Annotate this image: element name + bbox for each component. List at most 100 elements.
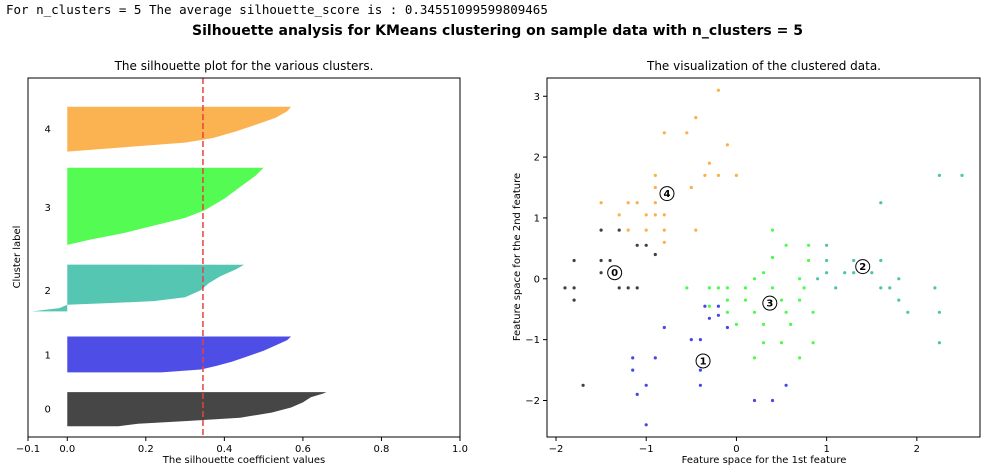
scatter-point-cluster-1 bbox=[644, 423, 648, 427]
scatter-point-cluster-4 bbox=[716, 88, 721, 92]
scatter-point-cluster-0 bbox=[572, 258, 576, 263]
scatter-x-tick-label: −1 bbox=[639, 444, 654, 455]
cluster-center-marker-1 bbox=[695, 353, 711, 369]
scatter-point-cluster-2 bbox=[843, 271, 847, 275]
silhouette-cluster-fills bbox=[31, 106, 327, 427]
cluster-center-label-0: 0 bbox=[611, 268, 618, 279]
silhouette-x-tick-label: 0.4 bbox=[216, 444, 232, 455]
scatter-point-cluster-3 bbox=[707, 286, 712, 290]
scatter-y-tick-label: 3 bbox=[534, 92, 540, 103]
silhouette-x-tick-label: 0.2 bbox=[138, 444, 154, 455]
silhouette-plot-title: The silhouette plot for the various clus… bbox=[114, 59, 374, 73]
scatter-point-cluster-4 bbox=[685, 131, 689, 135]
scatter-point-cluster-0 bbox=[608, 258, 612, 263]
silhouette-cluster-label-1: 1 bbox=[44, 350, 50, 361]
silhouette-x-tick-label: 0.8 bbox=[374, 444, 390, 455]
silhouette-cluster-label-4: 4 bbox=[44, 124, 50, 135]
scatter-point-cluster-4 bbox=[716, 173, 721, 177]
scatter-point-cluster-1 bbox=[725, 325, 730, 330]
scatter-point-cluster-3 bbox=[716, 286, 721, 290]
scatter-point-cluster-2 bbox=[834, 286, 838, 290]
cluster-center-marker-2 bbox=[855, 259, 871, 275]
scatter-point-cluster-4 bbox=[653, 213, 657, 217]
silhouette-fill-cluster-3 bbox=[67, 167, 264, 245]
scatter-point-cluster-2 bbox=[897, 298, 901, 302]
scatter-point-cluster-0 bbox=[581, 383, 585, 387]
scatter-point-cluster-4 bbox=[653, 173, 657, 177]
scatter-point-cluster-3 bbox=[752, 277, 757, 281]
scatter-point-cluster-2 bbox=[852, 271, 856, 275]
scatter-y-tick-label: 1 bbox=[534, 213, 540, 224]
scatter-point-cluster-0 bbox=[599, 258, 603, 263]
scatter-point-cluster-3 bbox=[752, 356, 757, 360]
silhouette-cluster-label-2: 2 bbox=[44, 286, 50, 297]
scatter-x-tick-label: 0 bbox=[733, 444, 739, 455]
scatter-point-cluster-3 bbox=[770, 255, 775, 260]
scatter-axes-frame bbox=[546, 77, 981, 438]
scatter-point-cluster-2 bbox=[870, 271, 874, 275]
scatter-point-cluster-3 bbox=[725, 298, 730, 302]
cluster-center-marker-3 bbox=[762, 295, 778, 311]
silhouette-fill-cluster-2 bbox=[31, 264, 245, 312]
scatter-point-cluster-4 bbox=[707, 161, 712, 165]
scatter-point-cluster-4 bbox=[662, 228, 666, 232]
scatter-point-cluster-3 bbox=[707, 304, 712, 308]
scatter-point-cluster-3 bbox=[789, 322, 793, 326]
scatter-point-cluster-2 bbox=[825, 243, 829, 247]
scatter-point-cluster-3 bbox=[798, 298, 802, 302]
console-output-line: For n_clusters = 5 The average silhouett… bbox=[6, 2, 548, 17]
scatter-point-cluster-3 bbox=[743, 298, 748, 302]
scatter-point-cluster-3 bbox=[798, 356, 802, 360]
scatter-point-cluster-4 bbox=[725, 143, 730, 147]
scatter-point-cluster-4 bbox=[662, 131, 666, 135]
scatter-point-cluster-2 bbox=[960, 173, 964, 177]
silhouette-fill-cluster-4 bbox=[67, 106, 292, 152]
silhouette-x-tick-label: −0.1 bbox=[16, 444, 40, 455]
cluster-center-marker-4 bbox=[659, 186, 675, 202]
scatter-point-cluster-4 bbox=[689, 185, 693, 190]
scatter-point-cluster-4 bbox=[644, 228, 648, 232]
scatter-point-cluster-4 bbox=[626, 201, 630, 205]
scatter-x-axis-label: Feature space for the 1st feature bbox=[682, 455, 847, 466]
scatter-point-cluster-1 bbox=[703, 304, 707, 308]
scatter-point-cluster-0 bbox=[635, 243, 639, 247]
scatter-point-cluster-0 bbox=[572, 286, 576, 290]
scatter-point-cluster-2 bbox=[906, 310, 910, 314]
scatter-point-cluster-3 bbox=[725, 286, 730, 290]
silhouette-x-ticks: −0.1 0.0 0.2 0.4 0.6 0.8 1.0 bbox=[16, 437, 468, 455]
scatter-point-cluster-3 bbox=[743, 286, 748, 290]
silhouette-x-axis-label: The silhouette coefficient values bbox=[162, 455, 326, 466]
scatter-point-cluster-4 bbox=[662, 213, 666, 217]
scatter-point-cluster-3 bbox=[802, 286, 806, 290]
silhouette-x-tick-label: 1.0 bbox=[452, 444, 468, 455]
scatter-point-cluster-3 bbox=[761, 341, 766, 345]
silhouette-fill-cluster-1 bbox=[67, 336, 292, 373]
scatter-point-cluster-3 bbox=[784, 243, 788, 247]
scatter-point-cluster-4 bbox=[703, 173, 707, 177]
scatter-point-cluster-4 bbox=[694, 228, 698, 232]
scatter-point-cluster-2 bbox=[888, 286, 892, 290]
scatter-plot-title: The visualization of the clustered data. bbox=[646, 59, 881, 73]
scatter-point-cluster-4 bbox=[626, 228, 630, 232]
scatter-point-cluster-4 bbox=[644, 213, 648, 217]
scatter-point-cluster-3 bbox=[779, 298, 784, 302]
scatter-point-cluster-3 bbox=[770, 228, 775, 232]
cluster-center-label-1: 1 bbox=[700, 356, 707, 367]
scatter-point-cluster-3 bbox=[685, 286, 689, 290]
cluster-center-label-4: 4 bbox=[663, 189, 670, 200]
scatter-point-cluster-3 bbox=[734, 322, 739, 326]
silhouette-plot: The silhouette plot for the various clus… bbox=[12, 59, 468, 466]
cluster-center-label-3: 3 bbox=[766, 299, 773, 310]
scatter-point-cluster-2 bbox=[816, 277, 820, 281]
scatter-y-ticks: −2 −1 0 1 2 3 bbox=[525, 92, 547, 407]
scatter-point-cluster-1 bbox=[716, 313, 721, 317]
scatter-point-cluster-3 bbox=[784, 310, 788, 314]
scatter-point-cluster-2 bbox=[825, 271, 829, 275]
scatter-points bbox=[563, 88, 964, 427]
scatter-point-cluster-1 bbox=[784, 383, 788, 387]
scatter-point-cluster-3 bbox=[807, 258, 811, 263]
cluster-center-label-2: 2 bbox=[859, 262, 866, 273]
scatter-point-cluster-0 bbox=[617, 286, 621, 290]
scatter-point-cluster-1 bbox=[644, 383, 648, 387]
scatter-point-cluster-1 bbox=[631, 356, 635, 360]
